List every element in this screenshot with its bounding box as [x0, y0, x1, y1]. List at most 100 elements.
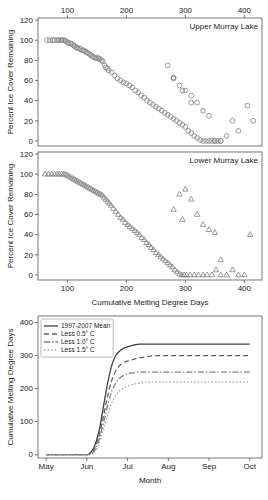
point [195, 100, 200, 105]
point [212, 230, 217, 235]
plot-data [42, 171, 253, 277]
x-tick-label: 400 [238, 284, 252, 293]
x-tick [86, 458, 87, 461]
point [112, 73, 117, 78]
y-tick-label: 0 [29, 450, 34, 459]
point [248, 232, 253, 237]
x-tick [209, 458, 210, 461]
point [171, 76, 176, 81]
x-tick-label: 200 [120, 284, 134, 293]
x-tick-label: 200 [120, 6, 134, 15]
chart: 0 20 40 60 80 100 120 100 200 300 400 Percent Ice C… [0, 0, 268, 500]
point [136, 90, 141, 95]
y-axis-label: Cumulative Melting Degree Days [6, 329, 15, 446]
annotation: Lower Murray Lake [190, 156, 259, 165]
y-tick-label: 100 [20, 36, 34, 45]
x-tick-label: Jul [122, 462, 132, 471]
point [218, 272, 223, 277]
y-tick [35, 355, 38, 356]
panel: 020406080100120100200300400Percent Ice C… [6, 6, 263, 146]
point [242, 272, 247, 277]
legend-label: Less 1.5° C [61, 346, 95, 353]
legend-label: Less 0.5° C [61, 330, 95, 337]
point [165, 63, 170, 68]
legend-swatch [44, 341, 58, 342]
x-tick-label: 300 [179, 6, 193, 15]
point [204, 272, 209, 277]
y-tick [35, 20, 38, 21]
legend: 1997-2007 MeanLess 0.5° CLess 1.0° CLess… [41, 319, 113, 357]
frame [38, 152, 262, 280]
y-tick [35, 234, 38, 235]
point [189, 93, 194, 98]
point [218, 139, 223, 144]
frame [38, 18, 262, 146]
x-tick [67, 280, 68, 283]
point [224, 272, 229, 277]
y-tick-label: 100 [20, 417, 34, 426]
plot-data [44, 38, 255, 144]
point [213, 267, 218, 272]
x-axis-label: Cumulative Melting Degree Days [92, 298, 209, 307]
annotation: Upper Murray Lake [190, 22, 259, 31]
y-tick [35, 120, 38, 121]
point [212, 139, 217, 144]
point [209, 272, 214, 277]
x-tick-label: 400 [238, 6, 252, 15]
y-tick-label: 400 [20, 318, 34, 327]
x-tick-label: Oct [244, 462, 257, 471]
y-tick-label: 120 [20, 150, 34, 159]
x-tick [67, 15, 68, 18]
x-tick [126, 280, 127, 283]
x-tick-label: 300 [179, 284, 193, 293]
point [189, 100, 194, 105]
point [198, 138, 203, 143]
y-tick-label: 200 [20, 384, 34, 393]
point [236, 272, 241, 277]
y-axis-label: Percent Ice Cover Remaining [6, 164, 15, 269]
x-tick [244, 15, 245, 18]
y-tick [35, 194, 38, 195]
point [206, 227, 211, 232]
x-tick-label: 100 [61, 284, 75, 293]
y-tick [35, 80, 38, 81]
y-tick [35, 274, 38, 275]
frame [38, 316, 262, 458]
line [46, 356, 250, 455]
point [212, 139, 217, 144]
y-tick-label: 60 [24, 210, 33, 219]
point [251, 118, 256, 123]
x-tick-label: 100 [61, 6, 75, 15]
y-tick-label: 20 [24, 117, 33, 126]
legend-label: Less 1.0° C [61, 338, 95, 345]
panel: 0100200300400MayJunJulAugSepOctCumulativ… [6, 316, 263, 485]
point [218, 257, 223, 262]
point [121, 80, 126, 85]
x-tick-label: Aug [161, 462, 175, 471]
y-axis-label: Percent Ice Cover Remaining [6, 30, 15, 135]
point [245, 103, 250, 108]
y-tick-label: 40 [24, 96, 33, 105]
y-tick-label: 0 [29, 137, 34, 146]
point [196, 272, 201, 277]
y-tick-label: 0 [29, 271, 34, 280]
y-tick [35, 214, 38, 215]
y-tick-label: 100 [20, 170, 34, 179]
legend-swatch [44, 349, 58, 350]
point [224, 134, 229, 139]
y-tick [35, 421, 38, 422]
x-tick [244, 280, 245, 283]
x-tick [126, 15, 127, 18]
x-tick [127, 458, 128, 461]
point [230, 267, 235, 272]
x-tick-label: Sep [202, 462, 217, 471]
line [46, 344, 250, 455]
plot-data [46, 344, 250, 455]
x-tick [168, 458, 169, 461]
point [218, 139, 223, 144]
panel: 020406080100120100200300400Percent Ice C… [6, 150, 263, 307]
y-tick [35, 100, 38, 101]
x-tick [249, 458, 250, 461]
point [230, 118, 235, 123]
y-tick-label: 80 [24, 190, 33, 199]
